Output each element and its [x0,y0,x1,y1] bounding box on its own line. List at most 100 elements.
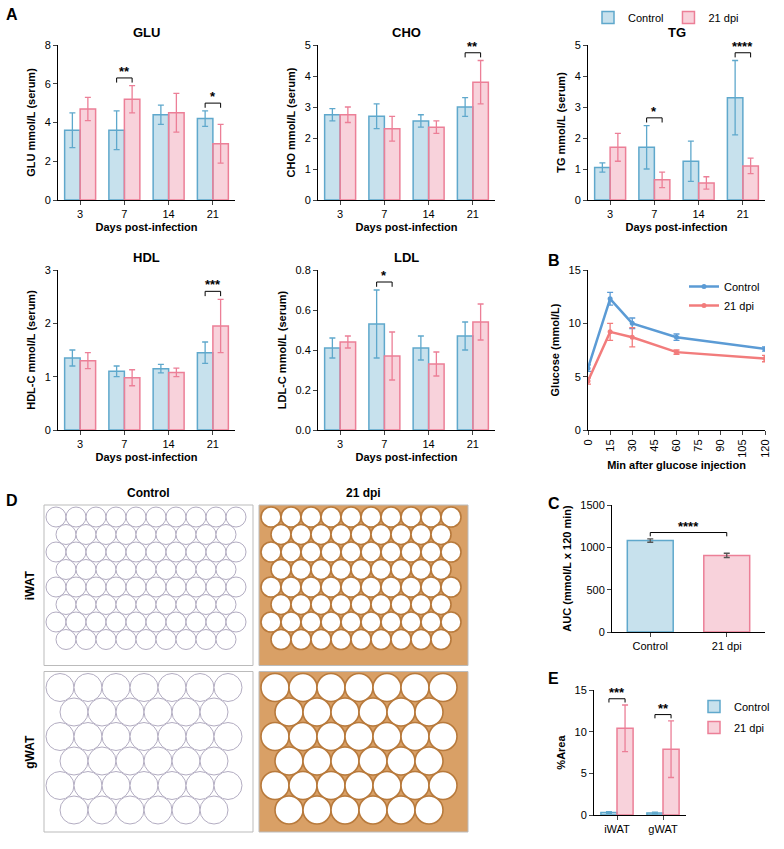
svg-text:gWAT: gWAT [648,823,678,835]
svg-text:HDL-C mmol/L (serum): HDL-C mmol/L (serum) [25,290,37,410]
svg-text:**: ** [467,39,478,54]
svg-text:21: 21 [467,208,479,220]
svg-text:4: 4 [45,116,51,128]
svg-text:21 dpi: 21 dpi [712,640,742,652]
svg-text:7: 7 [121,438,127,450]
svg-text:Control: Control [127,486,170,500]
svg-text:8: 8 [45,39,51,51]
svg-text:0: 0 [45,194,51,206]
svg-text:60: 60 [670,439,682,451]
svg-text:0: 0 [575,194,581,206]
svg-text:7: 7 [651,208,657,220]
svg-text:Control: Control [734,701,769,713]
svg-text:**: ** [119,64,130,79]
svg-text:0: 0 [305,194,311,206]
svg-text:2: 2 [305,132,311,144]
svg-text:*: * [651,104,657,119]
svg-text:LDL: LDL [394,250,419,265]
svg-text:5: 5 [575,39,581,51]
svg-text:15: 15 [575,684,587,696]
svg-text:0.4: 0.4 [296,344,311,356]
svg-text:GLU mmol/L (serum): GLU mmol/L (serum) [25,68,37,177]
svg-text:1500: 1500 [580,499,604,511]
svg-text:**: ** [658,701,669,716]
svg-text:5: 5 [581,767,587,779]
svg-text:1: 1 [305,163,311,175]
svg-text:14: 14 [423,208,435,220]
svg-text:45: 45 [648,439,660,451]
svg-text:0.2: 0.2 [296,384,311,396]
svg-text:TG: TG [668,25,686,40]
svg-text:AUC (mmol/L x 120 min): AUC (mmol/L x 120 min) [561,505,573,632]
svg-text:7: 7 [121,208,127,220]
svg-text:1: 1 [45,371,51,383]
svg-text:4: 4 [305,70,311,82]
svg-text:Control: Control [628,12,663,24]
svg-text:Days post-infection: Days post-infection [95,221,197,233]
svg-text:***: *** [609,685,625,700]
svg-text:1: 1 [575,163,581,175]
svg-text:21: 21 [207,438,219,450]
svg-text:10: 10 [575,726,587,738]
svg-text:21: 21 [737,208,749,220]
svg-text:90: 90 [714,439,726,451]
svg-text:Control: Control [724,281,759,293]
svg-text:7: 7 [381,208,387,220]
svg-text:2: 2 [45,317,51,329]
svg-text:120: 120 [759,439,771,457]
svg-text:21 dpi: 21 dpi [734,722,764,734]
svg-text:0: 0 [599,626,605,638]
svg-text:14: 14 [423,438,435,450]
svg-text:0: 0 [45,424,51,436]
svg-text:14: 14 [692,208,704,220]
svg-text:3: 3 [305,101,311,113]
svg-text:15: 15 [604,439,616,451]
svg-text:Control: Control [633,640,668,652]
svg-text:gWAT: gWAT [23,735,37,769]
svg-text:21 dpi: 21 dpi [708,12,738,24]
svg-text:iWAT: iWAT [23,570,37,600]
svg-text:D: D [6,492,18,509]
svg-text:2: 2 [575,132,581,144]
svg-text:0.8: 0.8 [296,264,311,276]
svg-text:105: 105 [736,439,748,457]
svg-text:3: 3 [77,438,83,450]
svg-text:5: 5 [575,371,581,383]
svg-text:21: 21 [207,208,219,220]
svg-text:*: * [210,89,216,104]
svg-text:21: 21 [467,438,479,450]
svg-text:3: 3 [77,208,83,220]
svg-text:%Area: %Area [555,735,567,770]
svg-text:Min after glucose injection: Min after glucose injection [607,459,746,471]
svg-text:B: B [548,252,560,269]
svg-text:2: 2 [45,155,51,167]
svg-text:14: 14 [163,438,175,450]
svg-text:Glucose (mmol/L): Glucose (mmol/L) [549,303,561,396]
svg-text:CHO mmol/L (serum): CHO mmol/L (serum) [285,67,297,177]
svg-text:10: 10 [569,317,581,329]
svg-text:C: C [548,495,560,512]
svg-text:LDL-C mmol/L (serum): LDL-C mmol/L (serum) [276,290,288,409]
svg-text:3: 3 [607,208,613,220]
svg-text:21 dpi: 21 dpi [346,486,381,500]
svg-text:GLU: GLU [133,25,160,40]
svg-text:Days post-infection: Days post-infection [355,451,457,463]
svg-text:30: 30 [626,439,638,451]
svg-text:6: 6 [45,78,51,90]
svg-text:0: 0 [582,439,594,445]
svg-text:Days post-infection: Days post-infection [355,221,457,233]
svg-text:3: 3 [45,264,51,276]
svg-text:iWAT: iWAT [604,823,630,835]
svg-text:21 dpi: 21 dpi [724,300,754,312]
svg-text:0.0: 0.0 [296,424,311,436]
svg-text:****: **** [678,519,699,534]
svg-text:CHO: CHO [392,25,421,40]
svg-text:3: 3 [337,208,343,220]
svg-text:****: **** [732,39,753,54]
svg-text:TG mmol/L (serum): TG mmol/L (serum) [555,72,567,173]
svg-text:***: *** [205,277,221,292]
svg-text:1000: 1000 [580,541,604,553]
svg-text:Days post-infection: Days post-infection [95,451,197,463]
svg-text:E: E [548,670,559,687]
svg-text:3: 3 [575,101,581,113]
